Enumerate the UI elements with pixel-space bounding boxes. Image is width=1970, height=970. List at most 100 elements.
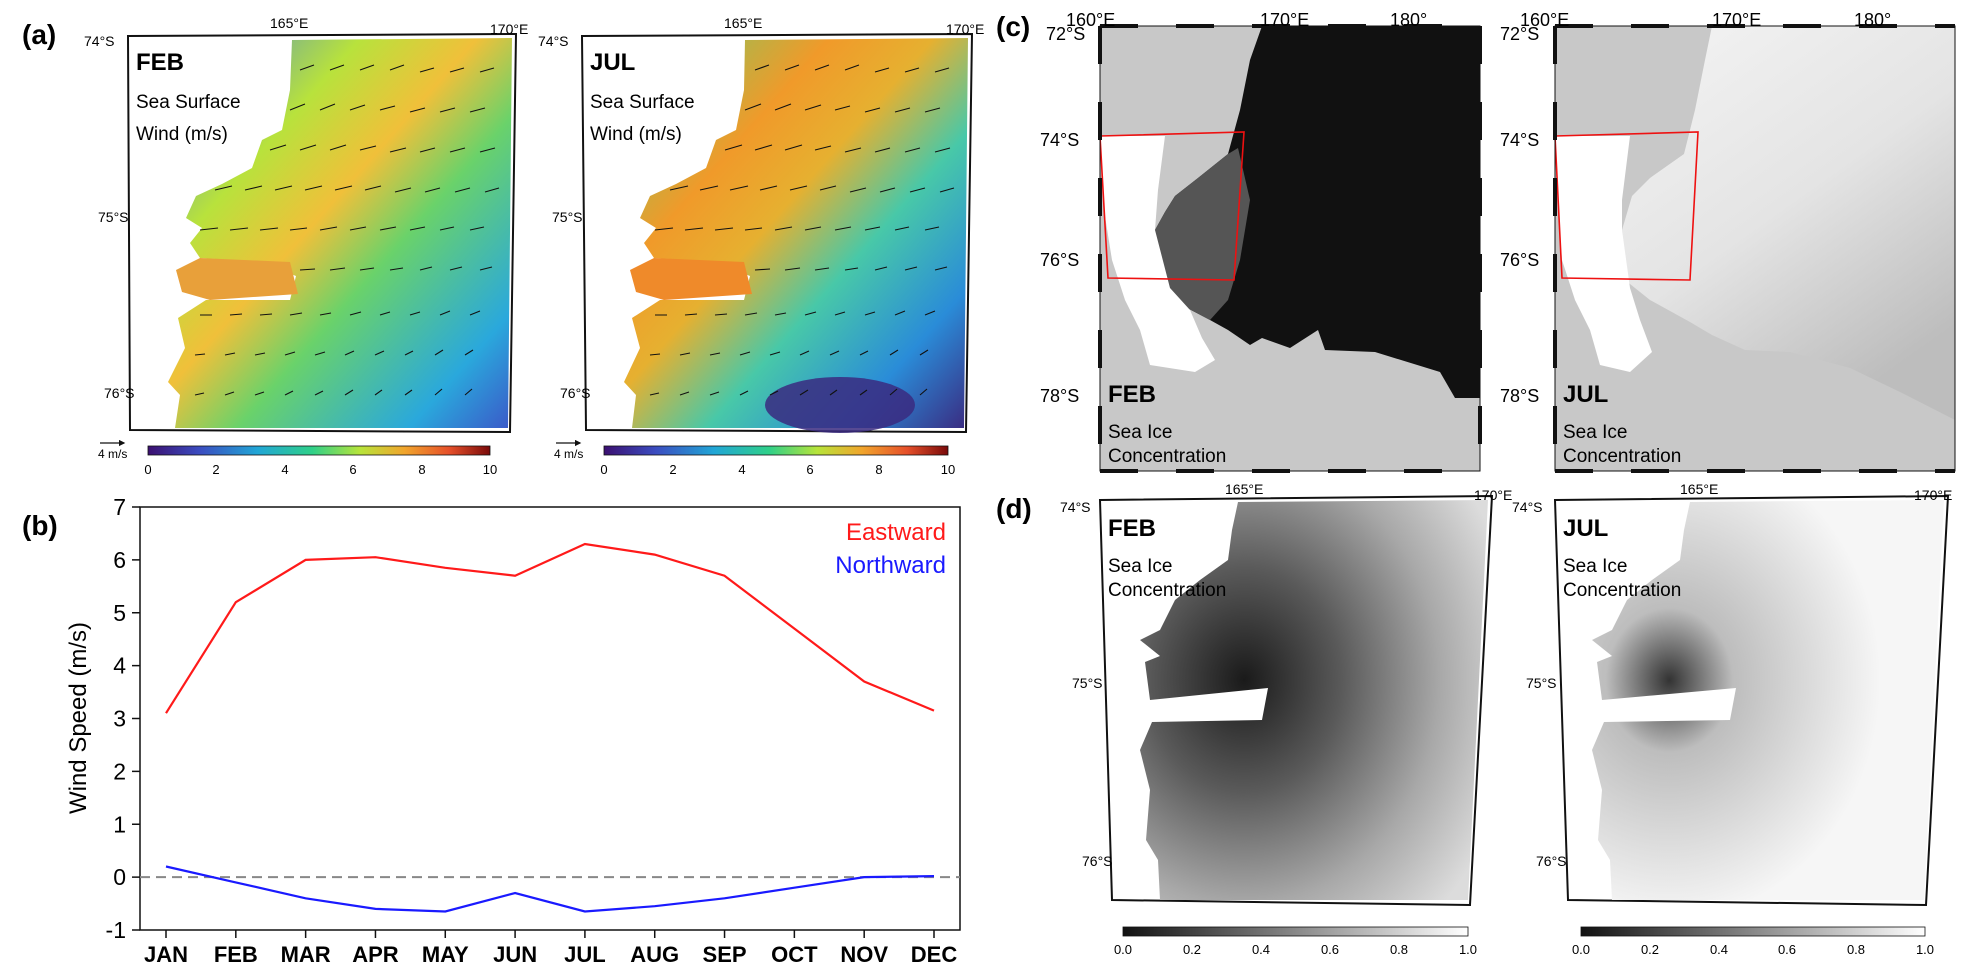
y-tick-label: 6 bbox=[113, 547, 126, 573]
lon-label-165: 165°E bbox=[1225, 481, 1263, 497]
panel-b: (b) 7 6 5 4 3 2 1 0 -1 JAN FEB MAR APR MAY JUN JUL AUG S… bbox=[22, 494, 961, 967]
wind-vectors-feb bbox=[194, 64, 500, 396]
x-axis: JAN FEB MAR APR MAY JUN JUL AUG SEP OCT NOV DEC bbox=[144, 930, 957, 967]
colorbar-tick-4: 4 bbox=[281, 462, 288, 477]
lat-label-74: 74°S bbox=[538, 33, 569, 49]
red-box bbox=[1099, 131, 1245, 281]
jul-sea-ice-regional-map: 160°E 170°E 180° 72°S 74°S 76°S 78°S JUL… bbox=[1500, 10, 1956, 473]
colorbar-tick-2: 2 bbox=[212, 462, 219, 477]
lat-label-76: 76°S bbox=[1082, 853, 1113, 869]
feb-month-label: FEB bbox=[136, 49, 184, 76]
lon-label-180: 180° bbox=[1854, 10, 1891, 30]
wind-field bbox=[168, 38, 512, 428]
colorbar-tick-3: 0.6 bbox=[1321, 942, 1339, 957]
feb-sea-ice-regional-map: 160°E 170°E 180° 72°S 74°S 76°S 78°S FEB… bbox=[1040, 10, 1482, 473]
colorbar-tick-4: 0.8 bbox=[1847, 942, 1865, 957]
legend-northward: Northward bbox=[835, 552, 946, 579]
feb-title-line2: Concentration bbox=[1108, 580, 1226, 601]
y-tick-label: 3 bbox=[113, 706, 126, 732]
ocean-ice-field bbox=[1155, 26, 1480, 398]
open-water-west bbox=[1100, 136, 1215, 372]
colorbar-tick-0: 0 bbox=[144, 462, 151, 477]
wind-field-west-lobe bbox=[176, 258, 298, 300]
panel-c: (c) 160°E 170°E 180° 72°S 74°S 76°S 78°S… bbox=[996, 10, 1956, 473]
lon-label-170: 170°E bbox=[1914, 487, 1952, 503]
ice-colorbar bbox=[1122, 926, 1469, 937]
wind-field-west-lobe bbox=[630, 258, 752, 300]
y-tick-label: -1 bbox=[106, 917, 126, 943]
jul-title-line2: Wind (m/s) bbox=[590, 124, 682, 145]
jul-title-line2: Concentration bbox=[1563, 446, 1681, 467]
lat-label-72: 72°S bbox=[1500, 24, 1539, 44]
y-tick-label: 2 bbox=[113, 758, 126, 784]
lat-label-76: 76°S bbox=[560, 385, 591, 401]
colorbar-tick-2: 2 bbox=[669, 462, 676, 477]
feb-title-line2: Wind (m/s) bbox=[136, 124, 228, 145]
lon-label-170: 170°E bbox=[1712, 10, 1761, 30]
lon-label-180: 180° bbox=[1390, 10, 1427, 30]
feb-month-label: FEB bbox=[1108, 381, 1156, 408]
ocean-ice-field bbox=[1622, 26, 1955, 420]
lat-label-76: 76°S bbox=[1500, 250, 1539, 270]
map-border bbox=[1554, 25, 1956, 472]
lon-label-170: 170°E bbox=[1260, 10, 1309, 30]
lat-label-75: 75°S bbox=[552, 209, 583, 225]
panel-b-label: (b) bbox=[22, 510, 58, 541]
ocean-ice-field-nearshore bbox=[1155, 148, 1250, 320]
lat-label-74: 74°S bbox=[1512, 499, 1543, 515]
colorbar-tick-3: 0.6 bbox=[1778, 942, 1796, 957]
colorbar-tick-1: 0.2 bbox=[1183, 942, 1201, 957]
lon-label-165: 165°E bbox=[270, 15, 308, 31]
wind-calm-zone bbox=[765, 377, 915, 433]
ice-field bbox=[1140, 500, 1488, 900]
lat-label-74: 74°S bbox=[1500, 130, 1539, 150]
ice-field bbox=[1592, 500, 1944, 900]
lat-label-76: 76°S bbox=[1536, 853, 1567, 869]
jul-title-line1: Sea Ice bbox=[1563, 422, 1627, 443]
panel-d: (d) FEB Sea Ice Concentration 165°E 170°… bbox=[996, 481, 1952, 957]
x-tick-label: JAN bbox=[144, 942, 188, 967]
panel-a: (a) FEB Sea Surface Wind (m/s) 165°E 170… bbox=[22, 15, 984, 477]
jul-title-line2: Concentration bbox=[1563, 580, 1681, 601]
colorbar-tick-8: 8 bbox=[875, 462, 882, 477]
lat-label-75: 75°S bbox=[1526, 675, 1557, 691]
jul-title-line1: Sea Ice bbox=[1563, 556, 1627, 577]
feb-month-label: FEB bbox=[1108, 515, 1156, 542]
y-tick-label: 4 bbox=[113, 653, 126, 679]
feb-title-line1: Sea Ice bbox=[1108, 556, 1172, 577]
jul-month-label: JUL bbox=[1563, 515, 1608, 542]
wind-field bbox=[624, 38, 968, 428]
jul-month-label: JUL bbox=[1563, 381, 1608, 408]
series-line-northward bbox=[165, 865, 935, 913]
feb-title-line2: Concentration bbox=[1108, 446, 1226, 467]
lat-label-76: 76°S bbox=[104, 385, 135, 401]
feb-title-line1: Sea Ice bbox=[1108, 422, 1172, 443]
lat-label-75: 75°S bbox=[98, 209, 129, 225]
lat-label-76: 76°S bbox=[1040, 250, 1079, 270]
x-tick-label: SEP bbox=[703, 942, 747, 967]
colorbar-tick-6: 6 bbox=[349, 462, 356, 477]
lon-label-170: 170°E bbox=[946, 21, 984, 37]
x-tick-label: MAR bbox=[281, 942, 331, 967]
ice-colorbar bbox=[1580, 926, 1926, 937]
red-box bbox=[1554, 131, 1699, 281]
colorbar-tick-6: 6 bbox=[806, 462, 813, 477]
feb-sea-ice-local-map: FEB Sea Ice Concentration 165°E 170°E 74… bbox=[1060, 481, 1512, 957]
x-tick-label: AUG bbox=[630, 942, 679, 967]
feb-wind-map: FEB Sea Surface Wind (m/s) 165°E 170°E 7… bbox=[84, 15, 528, 477]
panel-d-label: (d) bbox=[996, 493, 1032, 524]
x-tick-label: FEB bbox=[214, 942, 258, 967]
y-tick-label: 1 bbox=[113, 811, 126, 837]
lat-label-78: 78°S bbox=[1040, 386, 1079, 406]
lat-label-72: 72°S bbox=[1046, 24, 1085, 44]
colorbar-tick-0: 0 bbox=[600, 462, 607, 477]
colorbar-tick-5: 1.0 bbox=[1916, 942, 1934, 957]
lat-label-74: 74°S bbox=[1040, 130, 1079, 150]
x-tick-label: APR bbox=[352, 942, 399, 967]
lat-label-75: 75°S bbox=[1072, 675, 1103, 691]
colorbar-tick-8: 8 bbox=[418, 462, 425, 477]
colorbar-tick-1: 0.2 bbox=[1641, 942, 1659, 957]
y-tick-label: 5 bbox=[113, 600, 126, 626]
open-water-west bbox=[1555, 136, 1652, 372]
